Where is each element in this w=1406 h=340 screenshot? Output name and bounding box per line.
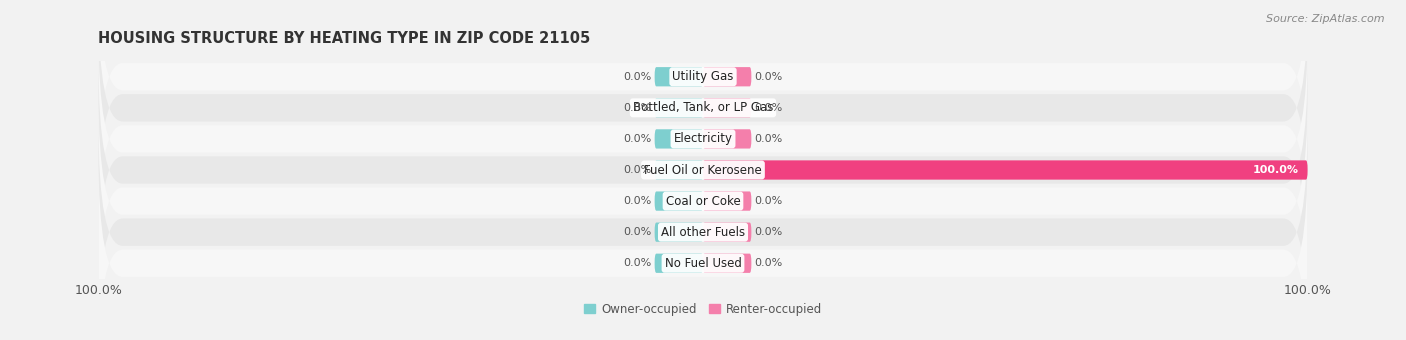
- Text: 0.0%: 0.0%: [623, 227, 651, 237]
- Text: Bottled, Tank, or LP Gas: Bottled, Tank, or LP Gas: [633, 101, 773, 114]
- FancyBboxPatch shape: [655, 98, 703, 117]
- Text: Source: ZipAtlas.com: Source: ZipAtlas.com: [1267, 14, 1385, 23]
- FancyBboxPatch shape: [655, 67, 703, 86]
- Text: 100.0%: 100.0%: [1253, 165, 1299, 175]
- FancyBboxPatch shape: [98, 28, 1308, 250]
- FancyBboxPatch shape: [98, 153, 1308, 340]
- FancyBboxPatch shape: [655, 223, 703, 242]
- Text: 0.0%: 0.0%: [755, 103, 783, 113]
- Legend: Owner-occupied, Renter-occupied: Owner-occupied, Renter-occupied: [579, 298, 827, 321]
- Text: 0.0%: 0.0%: [755, 134, 783, 144]
- Text: 0.0%: 0.0%: [755, 227, 783, 237]
- Text: Utility Gas: Utility Gas: [672, 70, 734, 83]
- FancyBboxPatch shape: [98, 59, 1308, 280]
- Text: 0.0%: 0.0%: [623, 258, 651, 268]
- Text: 0.0%: 0.0%: [623, 165, 651, 175]
- FancyBboxPatch shape: [98, 90, 1308, 312]
- FancyBboxPatch shape: [655, 191, 703, 211]
- FancyBboxPatch shape: [703, 254, 751, 273]
- Text: 0.0%: 0.0%: [623, 103, 651, 113]
- FancyBboxPatch shape: [655, 254, 703, 273]
- Text: 0.0%: 0.0%: [623, 72, 651, 82]
- FancyBboxPatch shape: [703, 129, 751, 149]
- FancyBboxPatch shape: [703, 191, 751, 211]
- FancyBboxPatch shape: [703, 67, 751, 86]
- Text: Coal or Coke: Coal or Coke: [665, 194, 741, 208]
- Text: Fuel Oil or Kerosene: Fuel Oil or Kerosene: [644, 164, 762, 176]
- FancyBboxPatch shape: [703, 223, 751, 242]
- FancyBboxPatch shape: [703, 98, 751, 117]
- Text: 0.0%: 0.0%: [623, 196, 651, 206]
- Text: HOUSING STRUCTURE BY HEATING TYPE IN ZIP CODE 21105: HOUSING STRUCTURE BY HEATING TYPE IN ZIP…: [98, 31, 591, 46]
- Text: 0.0%: 0.0%: [755, 72, 783, 82]
- Text: 0.0%: 0.0%: [755, 258, 783, 268]
- Text: No Fuel Used: No Fuel Used: [665, 257, 741, 270]
- Text: All other Fuels: All other Fuels: [661, 226, 745, 239]
- FancyBboxPatch shape: [655, 160, 703, 180]
- FancyBboxPatch shape: [98, 0, 1308, 219]
- Text: Electricity: Electricity: [673, 132, 733, 146]
- FancyBboxPatch shape: [98, 121, 1308, 340]
- FancyBboxPatch shape: [703, 160, 1308, 180]
- FancyBboxPatch shape: [655, 129, 703, 149]
- FancyBboxPatch shape: [98, 0, 1308, 187]
- Text: 0.0%: 0.0%: [623, 134, 651, 144]
- Text: 0.0%: 0.0%: [755, 196, 783, 206]
